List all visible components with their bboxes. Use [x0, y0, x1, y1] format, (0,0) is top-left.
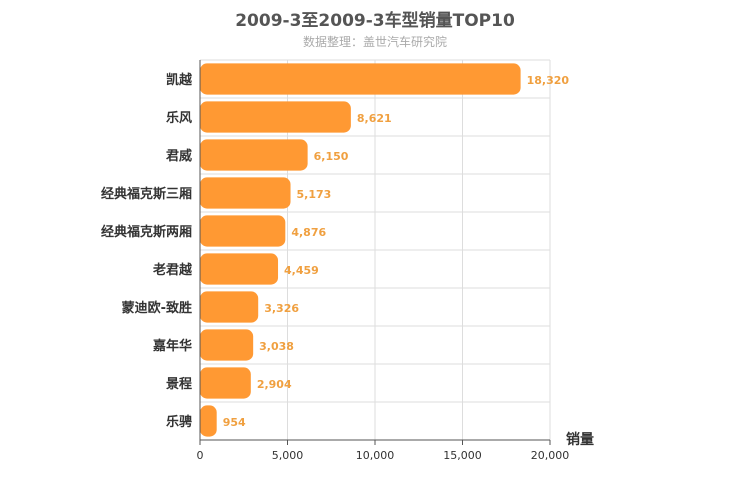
bar: [200, 139, 308, 171]
chart-subtitle: 数据整理：盖世汽车研究院: [302, 35, 447, 49]
chart-title: 2009-3至2009-3车型销量TOP10: [235, 11, 515, 31]
category-label: 景程: [166, 377, 192, 392]
bar: [200, 215, 286, 247]
x-tick-label: 20,000: [531, 449, 570, 462]
data-label: 18,320: [527, 74, 570, 87]
x-tick-label: 10,000: [356, 449, 395, 462]
bar: [200, 405, 217, 437]
category-label: 嘉年华: [152, 338, 192, 354]
x-tick-label: 5,000: [272, 449, 304, 462]
bar: [200, 367, 251, 399]
data-label: 954: [223, 416, 246, 429]
category-label: 经典福克斯两厢: [101, 224, 192, 240]
x-tick-label: 15,000: [443, 449, 482, 462]
category-label: 乐风: [166, 110, 192, 126]
bar: [200, 177, 291, 209]
category-label: 凯越: [166, 72, 193, 88]
bar: [200, 253, 279, 285]
bar: [200, 101, 351, 133]
data-label: 6,150: [314, 150, 349, 163]
bar: [200, 291, 259, 323]
bar: [200, 63, 521, 95]
data-label: 5,173: [297, 188, 332, 201]
category-label: 君威: [166, 148, 192, 164]
category-label: 乐骋: [166, 414, 192, 430]
data-label: 4,876: [291, 226, 326, 239]
bar: [200, 329, 254, 361]
data-label: 4,459: [284, 264, 319, 277]
data-label: 8,621: [357, 112, 392, 125]
category-label: 老君越: [152, 262, 193, 278]
data-label: 3,038: [259, 340, 294, 353]
data-label: 2,904: [257, 378, 292, 391]
category-label: 蒙迪欧-致胜: [122, 300, 192, 316]
data-label: 3,326: [264, 302, 299, 315]
x-axis-label: 销量: [566, 431, 594, 448]
category-label: 经典福克斯三厢: [101, 186, 192, 202]
x-tick-label: 0: [197, 449, 204, 462]
